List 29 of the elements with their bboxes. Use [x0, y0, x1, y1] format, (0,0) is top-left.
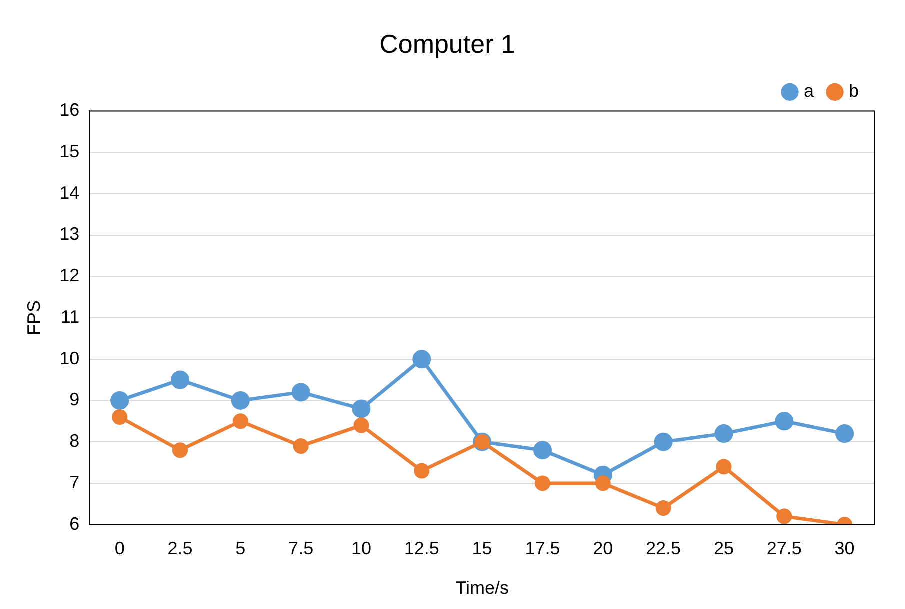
- y-tick-label: 11: [60, 306, 80, 327]
- y-tick-label: 16: [60, 100, 80, 120]
- legend-label: b: [848, 81, 860, 102]
- x-axis-title: Time/s: [456, 578, 509, 598]
- y-tick-label: 9: [70, 390, 80, 410]
- y-tick-label: 14: [60, 182, 80, 203]
- legend-label: a: [804, 81, 815, 102]
- x-tick-label: 0: [114, 538, 125, 559]
- x-tick-label: 25: [714, 538, 734, 559]
- x-tick-label: 2.5: [168, 538, 193, 559]
- x-tick-label: 27.5: [766, 538, 802, 559]
- y-tick-label: 7: [70, 472, 80, 492]
- chart-title: Computer 1: [380, 28, 516, 59]
- x-tick-label: 10: [351, 538, 372, 559]
- x-tick-label: 12.5: [404, 538, 440, 559]
- y-tick-label: 12: [60, 266, 80, 286]
- x-tick-label: 30: [834, 538, 855, 559]
- y-axis-title: FPS: [24, 300, 44, 336]
- x-tick-label: 15: [472, 538, 492, 559]
- y-tick-label: 15: [60, 142, 80, 162]
- y-tick-label: 10: [60, 348, 80, 368]
- y-tick-label: 6: [70, 514, 80, 534]
- x-tick-label: 5: [236, 538, 246, 559]
- x-tick-label: 17.5: [525, 538, 560, 559]
- y-tick-label: 8: [70, 431, 80, 452]
- x-tick-label: 22.5: [646, 538, 682, 559]
- x-tick-label: 20: [593, 538, 614, 559]
- y-tick-label: 13: [60, 224, 80, 244]
- x-tick-label: 7.5: [288, 538, 314, 559]
